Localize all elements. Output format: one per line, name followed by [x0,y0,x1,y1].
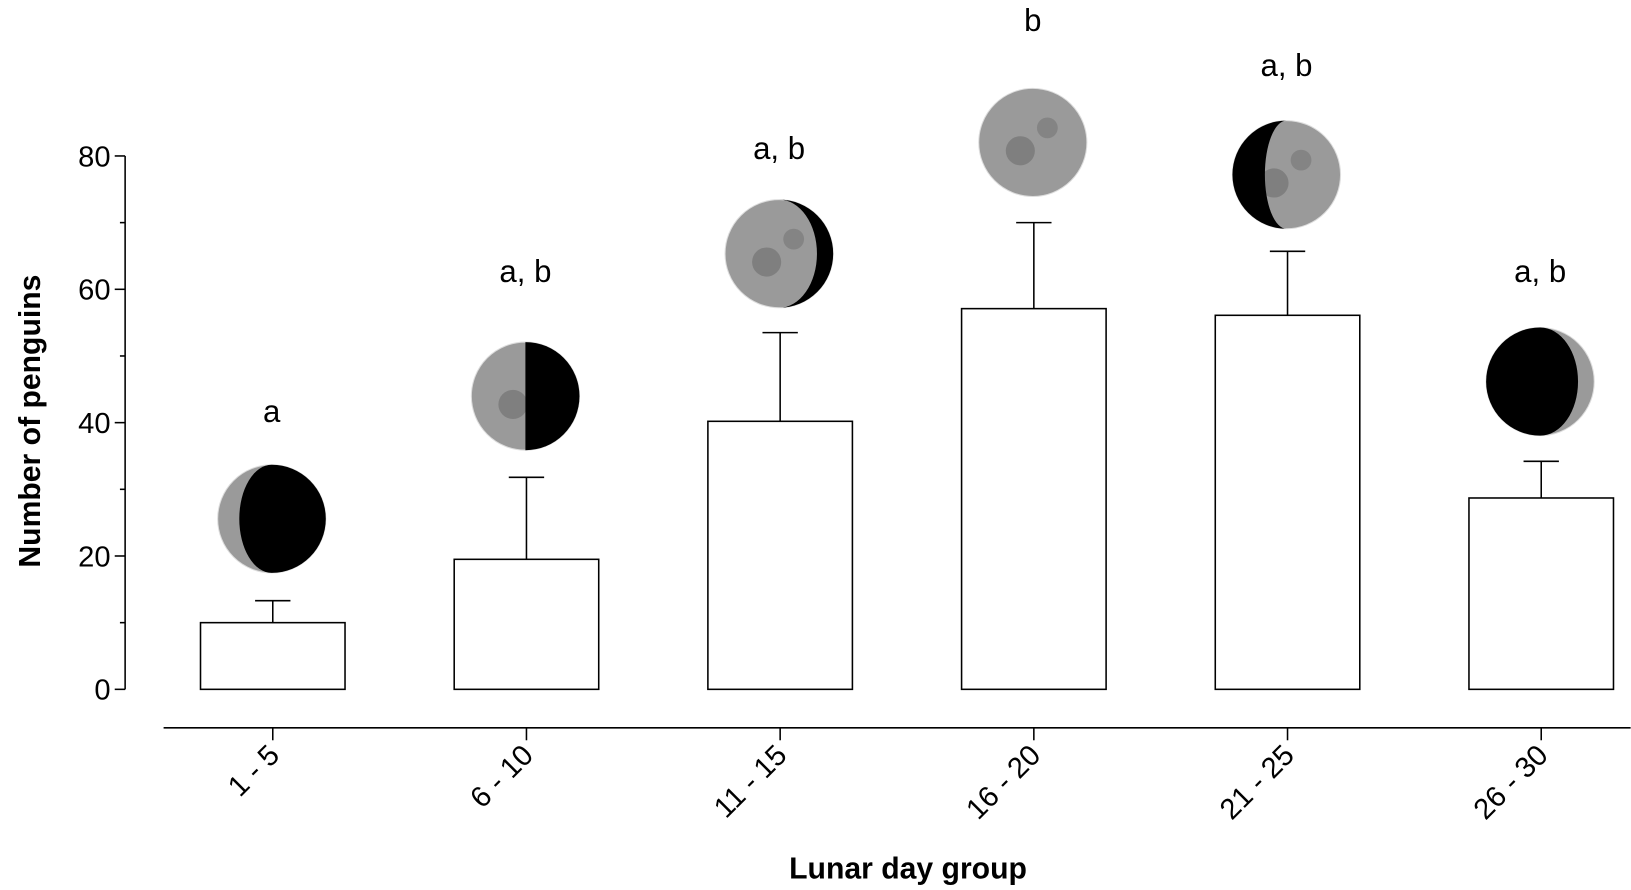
bar [708,421,853,689]
moon-texture [1291,150,1312,171]
x-tick-label: 26 - 30 [1468,739,1555,826]
moon-shadow [525,342,579,450]
moon-shadow [1486,328,1578,436]
y-axis-title: Number of penguins [14,275,47,568]
moon-texture [1006,136,1035,165]
y-tick-label: 20 [78,541,110,573]
annotation: a, b [499,254,551,289]
chart: Lunar day group Number of penguins 0 20 40… [0,0,1631,890]
x-tick-label: 16 - 20 [960,739,1047,826]
annotation: a, b [1514,254,1566,289]
x-tick-label: 21 - 25 [1214,739,1301,826]
bar [1215,315,1360,689]
moon-shadow [239,465,326,573]
bar [201,623,346,690]
annotation: a, b [753,131,805,166]
x-tick-label: 11 - 15 [708,739,793,824]
moon-texture [783,229,804,250]
moon-texture [1037,117,1058,138]
x-axis-title: Lunar day group [789,853,1027,886]
annotation: a [263,394,281,429]
y-tick-label: 80 [78,141,110,173]
y-tick-label: 40 [78,408,110,440]
bar [454,559,599,689]
x-tick-label: 6 - 10 [464,739,539,814]
bar [1469,498,1614,689]
y-tick-label: 60 [78,275,110,307]
annotation: b [1024,3,1041,38]
y-tick-label: 0 [94,675,110,707]
moon-texture [498,390,527,419]
bar [962,309,1107,690]
x-tick-label: 1 - 5 [222,739,286,803]
annotation: a, b [1260,48,1312,83]
moon-texture [752,247,781,276]
moon-lit [979,88,1087,196]
